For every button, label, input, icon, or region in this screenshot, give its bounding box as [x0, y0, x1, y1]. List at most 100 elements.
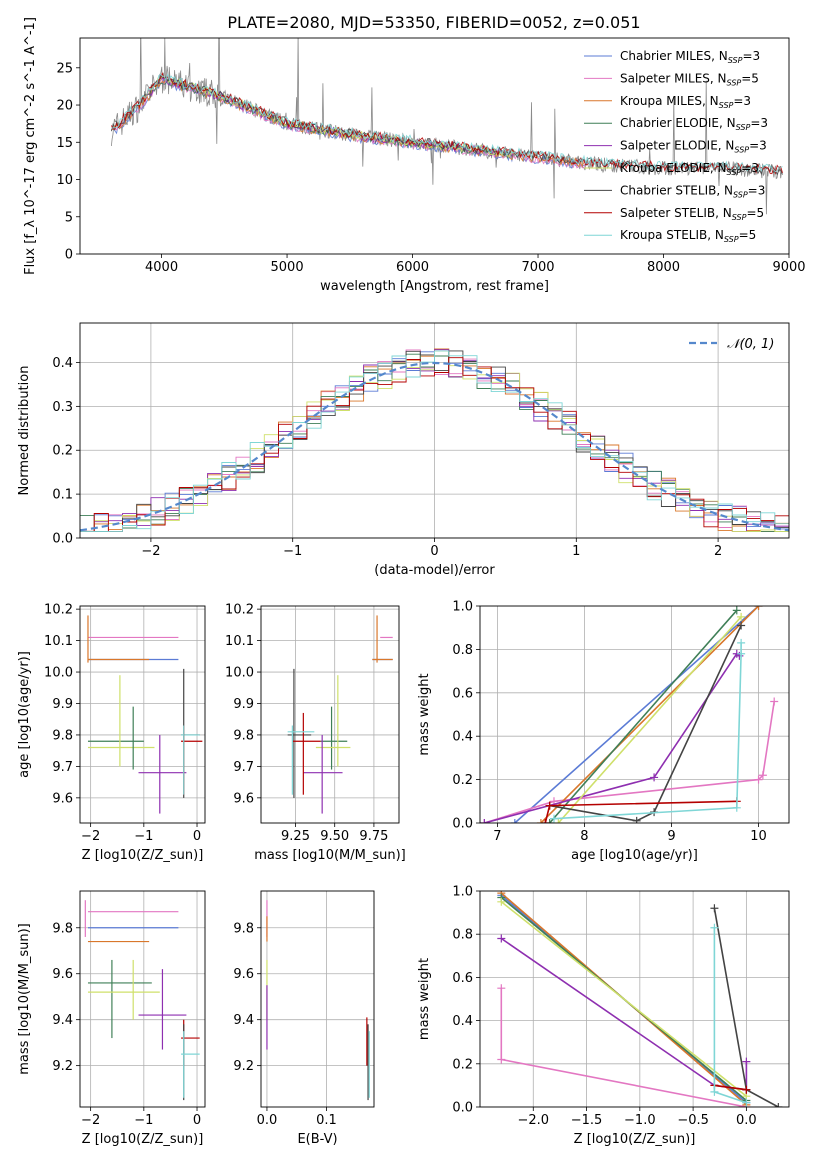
panel-age-vs-Z: −2 −1 0 9.6 9.7 9.8 9.9 10.0 10.1 10.2 Z [log10(Z/… — [17, 603, 206, 863]
series-marker — [536, 819, 545, 823]
axes-frame — [79, 322, 790, 539]
panel-residual-histogram: −2 −1 0 1 2 0.0 0.1 0.2 0.3 0.4 (data-model)/error… — [17, 322, 790, 578]
panel-age-vs-mass: 9.25 9.50 9.75 9.6 9.7 9.8 9.9 10.0 10.1 10.2 mass… — [225, 603, 406, 863]
y-tick-label: 9.8 — [52, 921, 73, 936]
y-tick-label: 0.2 — [452, 773, 473, 788]
x-tick-label: 7000 — [521, 260, 554, 275]
y-tick-label: 9.8 — [233, 921, 254, 936]
y-tick-label: 0.8 — [452, 643, 473, 658]
y-tick-label: 0.0 — [452, 817, 473, 832]
series-line — [548, 609, 738, 823]
x-tick-label: 0.0 — [257, 1113, 278, 1128]
series-marker — [732, 803, 741, 812]
legend-entry: Chabrier MILES, NSSP=3 — [620, 49, 760, 65]
y-tick-label: 9.4 — [233, 1013, 254, 1028]
panel-spectrum: 4000 5000 6000 7000 8000 9000 0 5 10 15 20 25 wavele… — [23, 17, 806, 294]
gaussian-curve — [80, 361, 789, 532]
x-tick-label: 2 — [714, 544, 722, 559]
plot-area — [480, 891, 789, 1107]
y-axis-label: Normed distribution — [17, 366, 32, 496]
legend-entry: 𝒩(0, 1) — [727, 337, 774, 352]
series-marker — [497, 934, 506, 943]
series-marker — [737, 638, 746, 647]
legend-entry: Kroupa ELODIE, NSSP=3 — [620, 161, 759, 177]
series-line — [714, 1084, 747, 1091]
spectrum-model-line — [110, 71, 783, 175]
x-tick-label: 0 — [193, 1113, 201, 1128]
series-marker — [754, 606, 763, 610]
y-tick-label: 0.0 — [452, 1101, 473, 1116]
y-tick-label: 9.6 — [52, 791, 73, 806]
x-tick-label: −2 — [141, 544, 160, 559]
series-marker — [710, 904, 719, 913]
series-marker — [554, 819, 563, 823]
series-marker — [497, 1055, 506, 1064]
series-marker — [497, 984, 506, 993]
y-tick-label: 0.3 — [52, 400, 73, 415]
axes-frame — [479, 890, 790, 1108]
x-tick-label: 6000 — [396, 260, 429, 275]
x-axis-label: E(B-V) — [297, 1132, 337, 1147]
legend-entry: Salpeter MILES, NSSP=5 — [620, 71, 759, 87]
plot-area — [80, 606, 205, 823]
y-axis-label: mass weight — [417, 673, 432, 755]
y-tick-label: 1.0 — [452, 885, 473, 900]
axes-frame — [260, 605, 400, 824]
series-line — [484, 701, 775, 823]
y-tick-label: 25 — [56, 61, 73, 76]
panel-mass-weight-vs-age: 7 8 9 10 0.0 0.2 0.4 0.6 0.8 1.0 age [log10(age/yr… — [417, 600, 790, 863]
x-tick-label: 9.50 — [320, 829, 349, 844]
x-tick-label: 8000 — [647, 260, 680, 275]
histogram-steps — [80, 357, 789, 532]
y-tick-label: 9.6 — [52, 967, 73, 982]
x-tick-label: 0.0 — [736, 1113, 757, 1128]
x-tick-label: −2.0 — [517, 1113, 549, 1128]
series-marker — [742, 1085, 751, 1094]
figure-title: PLATE=2080, MJD=53350, FIBERID=0052, z=0… — [227, 13, 640, 32]
x-tick-label: 1 — [572, 544, 580, 559]
series-marker — [737, 612, 746, 621]
series-marker — [774, 1103, 783, 1107]
plot-area — [110, 38, 783, 215]
y-tick-label: 10.0 — [44, 666, 73, 681]
panels: 4000 5000 6000 7000 8000 90000510152025wavele… — [17, 17, 806, 1147]
panel-mass-vs-E(B-V): 0.0 0.1 9.2 9.4 9.6 9.8 E(B-V) — [233, 890, 375, 1147]
series-line — [713, 927, 747, 1104]
y-tick-label: 0.1 — [52, 488, 73, 503]
series-line — [549, 625, 742, 822]
y-axis-label: mass [log10(M/M_sun)] — [17, 923, 32, 1075]
x-tick-label: 9.75 — [359, 829, 388, 844]
y-tick-label: 9.2 — [233, 1059, 254, 1074]
y-tick-label: 10.0 — [225, 666, 254, 681]
spectrum-model-line — [111, 78, 588, 169]
y-tick-label: 9.9 — [233, 697, 254, 712]
x-tick-label: −1.0 — [624, 1113, 656, 1128]
series-marker — [541, 819, 550, 823]
x-axis-label: mass [log10(M/M_sun)] — [254, 848, 406, 863]
x-tick-label: 9 — [667, 829, 675, 844]
series-marker — [480, 819, 489, 823]
legend-entry: Chabrier ELODIE, NSSP=3 — [620, 116, 768, 132]
x-tick-label: 7 — [493, 829, 501, 844]
x-tick-label: −2 — [81, 829, 100, 844]
x-tick-label: 9000 — [772, 260, 805, 275]
x-axis-label: Z [log10(Z/Z_sun)] — [574, 1132, 696, 1147]
legend-entry: Salpeter STELIB, NSSP=5 — [620, 206, 764, 222]
y-axis-label: age [log10(age/yr)] — [17, 651, 32, 778]
x-axis-label: age [log10(age/yr)] — [571, 848, 698, 863]
panel-mass-vs-Z: −2 −1 0 9.2 9.4 9.6 9.8 Z [log10(Z/Z_sun)] mass … — [17, 890, 206, 1147]
series-line — [557, 616, 742, 823]
histogram-steps — [80, 350, 789, 532]
y-tick-label: 10 — [56, 173, 73, 188]
y-tick-label: 9.2 — [52, 1059, 73, 1074]
y-tick-label: 9.7 — [233, 760, 254, 775]
x-tick-label: 8 — [580, 829, 588, 844]
x-tick-label: 9.25 — [281, 829, 310, 844]
y-tick-label: 10.1 — [44, 634, 73, 649]
x-tick-label: −2 — [81, 1113, 100, 1128]
x-tick-label: 0.1 — [316, 1113, 337, 1128]
x-tick-label: −1.5 — [571, 1113, 603, 1128]
series-marker — [754, 775, 763, 784]
series-marker — [710, 923, 719, 932]
